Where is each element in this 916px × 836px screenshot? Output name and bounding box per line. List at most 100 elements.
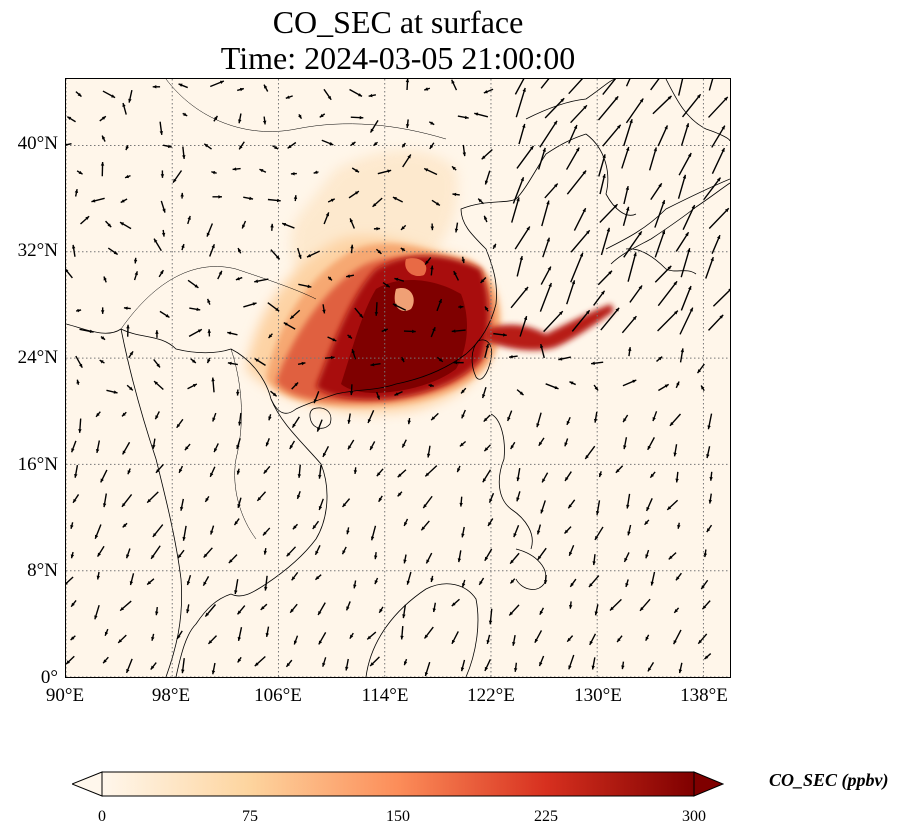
coastlines <box>66 79 730 677</box>
lon-tick-label: 138°E <box>680 685 728 706</box>
arrow-icon <box>677 79 684 96</box>
arrow-icon <box>592 554 596 566</box>
arrow-icon <box>106 389 118 394</box>
arrow-icon <box>120 198 128 204</box>
arrow-icon <box>568 79 584 95</box>
colorbar <box>72 771 724 797</box>
arrow-icon <box>430 223 434 231</box>
arrow-icon <box>322 304 326 314</box>
arrow-icon <box>153 358 161 368</box>
arrow-icon <box>539 282 552 312</box>
arrow-icon <box>513 524 520 538</box>
arrow-icon <box>397 491 403 497</box>
arrow-icon <box>652 95 673 115</box>
arrow-icon <box>107 247 119 256</box>
arrow-icon <box>76 379 80 385</box>
arrow-icon <box>403 518 409 527</box>
arrow-icon <box>122 102 127 115</box>
arrow-icon <box>66 655 75 665</box>
arrow-icon <box>126 384 134 391</box>
arrow-icon <box>217 270 223 280</box>
arrow-icon <box>598 154 606 177</box>
arrow-icon <box>570 229 591 253</box>
arrow-icon <box>186 575 192 586</box>
arrow-icon <box>370 362 381 367</box>
arrow-icon <box>401 439 407 448</box>
arrow-icon <box>681 93 702 118</box>
arrow-icon <box>539 343 545 359</box>
arrow-icon <box>436 356 444 363</box>
arrow-icon <box>539 607 545 616</box>
arrow-icon <box>297 247 302 259</box>
arrow-icon <box>155 607 159 616</box>
arrow-icon <box>483 444 491 452</box>
arrow-icon <box>75 355 83 369</box>
arrow-icon <box>657 125 669 147</box>
arrow-icon <box>268 333 273 339</box>
lon-tick-label: 90°E <box>45 685 85 706</box>
colorbar-label: CO_SEC (ppbv) <box>769 770 889 790</box>
arrow-icon <box>400 625 404 640</box>
arrow-icon <box>243 302 257 308</box>
arrow-icon <box>235 276 243 281</box>
arrow-icon <box>202 576 210 587</box>
arrow-icon <box>627 347 632 357</box>
arrow-icon <box>70 522 74 529</box>
arrow-icon <box>289 440 296 450</box>
arrow-icon <box>397 469 407 478</box>
arrow-icon <box>155 463 164 474</box>
arrow-icon <box>313 391 320 404</box>
arrow-icon <box>708 79 714 91</box>
arrow-icon <box>400 356 405 363</box>
arrow-icon <box>264 575 268 591</box>
arrow-icon <box>291 416 300 428</box>
arrow-icon <box>711 234 721 254</box>
arrow-icon <box>374 577 379 585</box>
arrow-icon <box>74 464 79 478</box>
arrow-icon <box>602 124 622 147</box>
arrow-icon <box>151 633 155 641</box>
arrow-icon <box>270 390 278 397</box>
arrow-icon <box>424 465 438 477</box>
arrow-icon <box>709 471 713 481</box>
arrow-icon <box>647 661 655 672</box>
arrow-icon <box>322 657 327 667</box>
arrow-icon <box>233 518 240 526</box>
arrow-icon <box>484 170 491 185</box>
arrow-icon <box>510 286 529 309</box>
arrow-icon <box>263 548 268 555</box>
arrow-icon <box>376 391 381 400</box>
arrow-icon <box>237 497 242 509</box>
arrow-icon <box>119 221 132 230</box>
arrow-icon <box>488 608 493 625</box>
arrow-icon <box>267 198 281 203</box>
arrow-icon <box>370 525 377 541</box>
arrow-icon <box>210 80 225 88</box>
arrow-icon <box>703 549 708 558</box>
arrow-icon <box>349 632 354 639</box>
arrow-icon <box>673 607 680 614</box>
arrow-icon <box>509 552 520 565</box>
arrow-icon <box>71 244 76 257</box>
arrow-icon <box>649 471 656 479</box>
arrow-icon <box>564 526 572 535</box>
arrow-icon <box>453 360 464 365</box>
arrow-icon <box>210 525 215 535</box>
arrow-icon <box>394 277 405 282</box>
arrow-icon <box>487 518 494 527</box>
arrow-icon <box>477 198 485 205</box>
arrow-icon <box>75 309 82 313</box>
arrow-icon <box>260 603 268 611</box>
arrow-icon <box>571 309 591 332</box>
arrow-icon <box>431 199 441 207</box>
arrow-icon <box>211 377 215 393</box>
arrow-icon <box>622 379 637 387</box>
arrow-icon <box>241 220 247 229</box>
arrow-icon <box>133 271 138 281</box>
arrow-icon <box>347 439 355 450</box>
arrow-icon <box>289 309 301 320</box>
arrow-icon <box>511 197 520 223</box>
arrow-icon <box>347 334 353 340</box>
arrow-icon <box>432 602 437 613</box>
arrow-icon <box>508 354 518 359</box>
